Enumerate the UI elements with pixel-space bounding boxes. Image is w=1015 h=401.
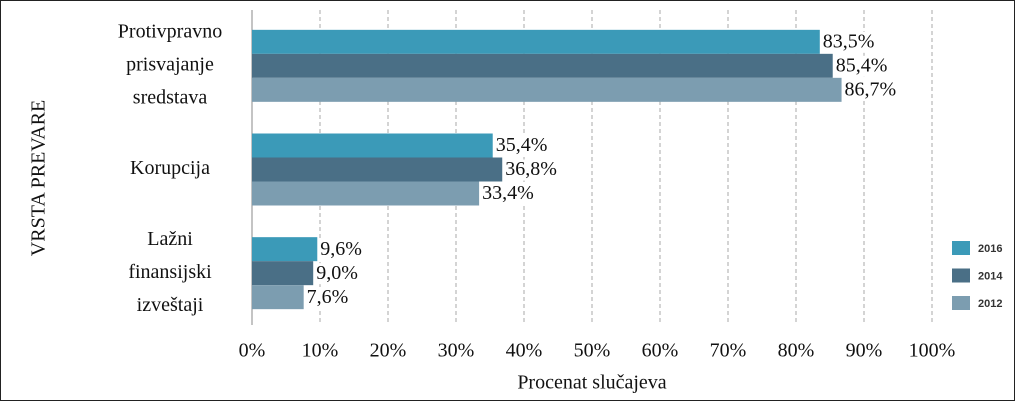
x-tick-label: 70% bbox=[710, 340, 747, 362]
value-label-bg bbox=[503, 159, 562, 181]
value-label: 35,4% bbox=[496, 134, 548, 156]
category-label: sredstava bbox=[133, 86, 208, 108]
value-label: 86,7% bbox=[845, 78, 897, 100]
x-tick-label: 90% bbox=[846, 340, 883, 362]
bar bbox=[252, 261, 314, 286]
bar bbox=[252, 181, 480, 206]
value-label-bg bbox=[820, 31, 879, 53]
value-label: 36,8% bbox=[505, 158, 557, 180]
value-label-bg bbox=[314, 263, 373, 285]
value-label-bg bbox=[318, 239, 377, 261]
x-tick-label: 100% bbox=[909, 340, 956, 362]
bar bbox=[252, 133, 493, 158]
x-tick-label: 80% bbox=[778, 340, 815, 362]
bar bbox=[252, 237, 318, 262]
legend-label: 2014 bbox=[978, 270, 1003, 282]
x-tick-label: 40% bbox=[506, 340, 543, 362]
value-label: 83,5% bbox=[823, 30, 875, 52]
category-label: prisvajanje bbox=[126, 53, 214, 75]
value-label-bg bbox=[842, 79, 901, 101]
x-tick-label: 30% bbox=[438, 340, 475, 362]
category-label: Protivpravno bbox=[118, 20, 222, 42]
value-label-bg bbox=[493, 135, 552, 157]
bar bbox=[252, 157, 503, 182]
bar bbox=[252, 77, 842, 102]
category-label: Korupcija bbox=[130, 157, 210, 179]
legend-swatch bbox=[952, 268, 970, 283]
x-axis-label: Procenat slučajeva bbox=[517, 372, 666, 394]
value-label: 9,0% bbox=[316, 262, 358, 284]
category-label: izveštaji bbox=[137, 294, 204, 316]
legend-swatch bbox=[952, 296, 970, 310]
bar bbox=[252, 285, 304, 310]
category-label: finansijski bbox=[128, 261, 212, 283]
legend-label: 2012 bbox=[978, 298, 1002, 310]
legend-swatch bbox=[952, 241, 970, 255]
value-label-bg bbox=[480, 183, 539, 205]
x-tick-label: 50% bbox=[574, 340, 611, 362]
y-axis-label: VRSTA PREVARE bbox=[28, 100, 50, 256]
value-label: 9,6% bbox=[320, 238, 362, 260]
x-tick-label: 20% bbox=[370, 340, 407, 362]
x-tick-label: 10% bbox=[302, 340, 339, 362]
bar bbox=[252, 53, 833, 78]
category-label: Lažni bbox=[147, 228, 193, 250]
value-label: 7,6% bbox=[307, 286, 349, 308]
value-label: 85,4% bbox=[836, 54, 888, 76]
legend-label: 2016 bbox=[978, 243, 1002, 255]
bar bbox=[252, 29, 820, 54]
x-tick-label: 0% bbox=[239, 340, 266, 362]
value-label-bg bbox=[304, 287, 363, 309]
value-label-bg bbox=[833, 55, 892, 77]
value-label: 33,4% bbox=[482, 182, 534, 204]
x-tick-label: 60% bbox=[642, 340, 679, 362]
